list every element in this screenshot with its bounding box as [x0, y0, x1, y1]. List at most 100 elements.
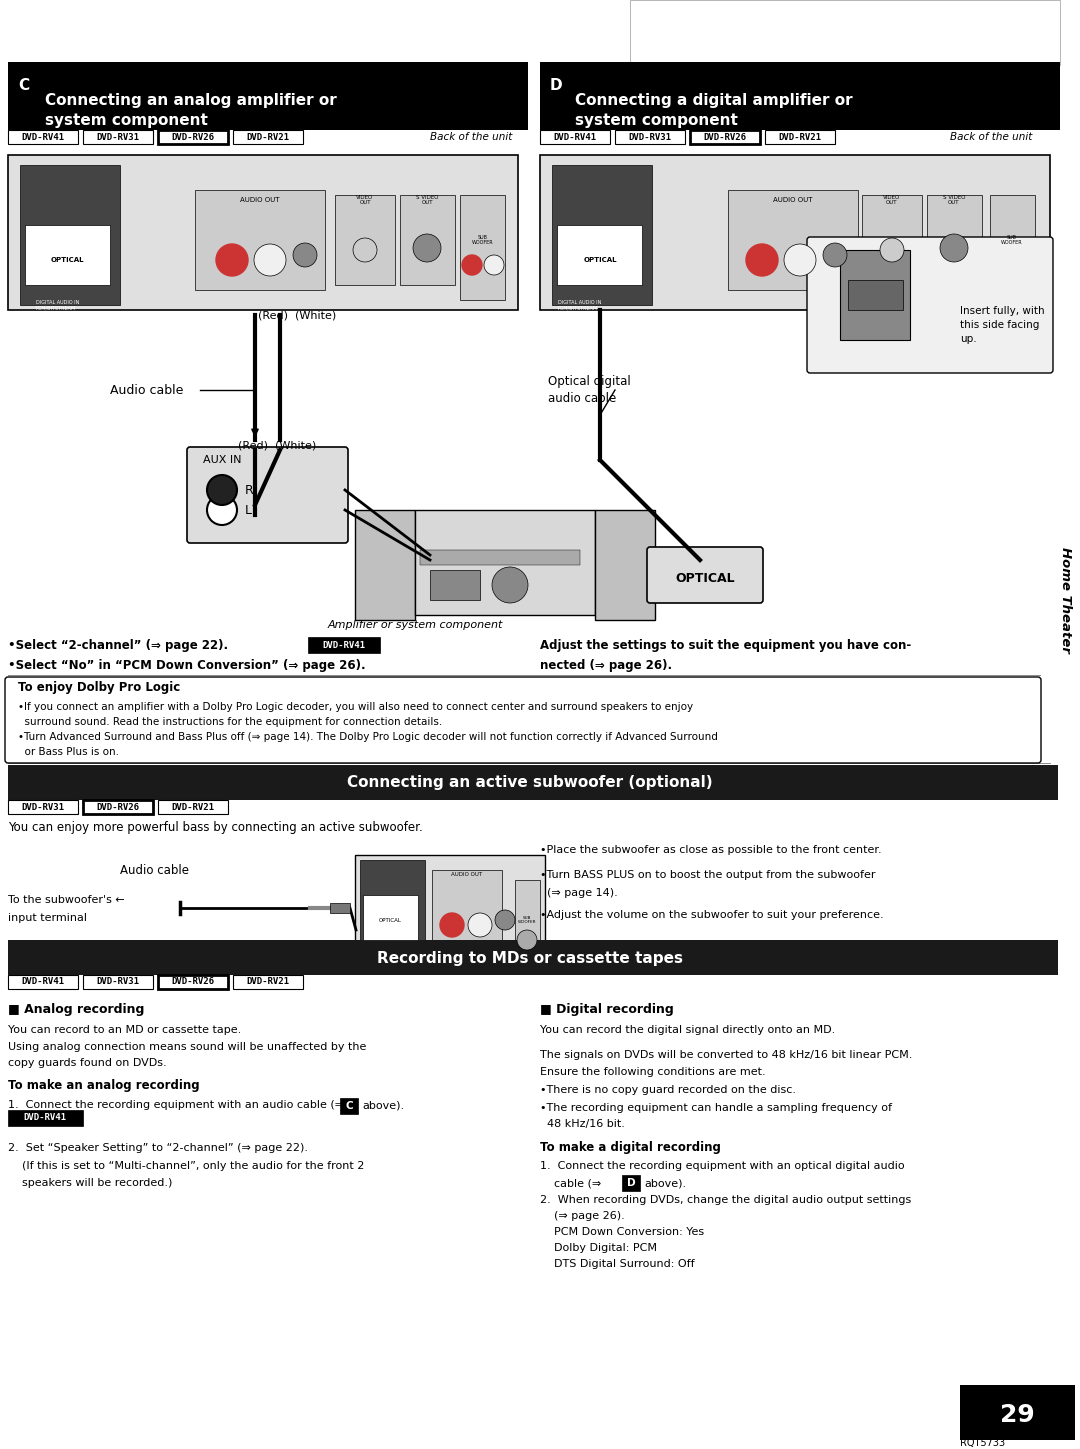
Bar	[330, 903, 350, 913]
Text: (If this is set to “Multi-channel”, only the audio for the front 2: (If this is set to “Multi-channel”, only…	[8, 1161, 364, 1171]
Text: DVD-RV41: DVD-RV41	[323, 640, 365, 649]
Text: PCM Down Conversion: Yes: PCM Down Conversion: Yes	[540, 1227, 704, 1237]
Bar	[25, 225, 110, 285]
Bar	[960, 1385, 1075, 1440]
Circle shape	[784, 243, 816, 275]
Text: cable (⇒: cable (⇒	[540, 1178, 602, 1188]
Circle shape	[940, 233, 968, 262]
Text: Amplifier or system component: Amplifier or system component	[327, 620, 502, 630]
Text: Connecting an active subwoofer (optional): Connecting an active subwoofer (optional…	[347, 775, 713, 791]
Text: DVD-RV41: DVD-RV41	[22, 132, 65, 142]
Text: Dolby Digital: PCM: Dolby Digital: PCM	[540, 1243, 657, 1253]
Text: 2.  When recording DVDs, change the digital audio output settings: 2. When recording DVDs, change the digit…	[540, 1195, 912, 1206]
Text: ■ Analog recording: ■ Analog recording	[8, 1004, 145, 1017]
Text: Ensure the following conditions are met.: Ensure the following conditions are met.	[540, 1066, 766, 1077]
FancyBboxPatch shape	[807, 238, 1053, 372]
Text: (⇒ page 26).: (⇒ page 26).	[540, 1211, 624, 1222]
Text: DIGITAL AUDIO IN: DIGITAL AUDIO IN	[558, 300, 602, 304]
Text: Audio cable: Audio cable	[110, 384, 184, 397]
Text: system component: system component	[45, 113, 207, 128]
Text: 2.  Set “Speaker Setting” to “2-channel” (⇒ page 22).: 2. Set “Speaker Setting” to “2-channel” …	[8, 1143, 308, 1153]
Text: Audio cable: Audio cable	[121, 864, 189, 877]
Text: above).: above).	[362, 1100, 404, 1110]
Text: surround sound. Read the instructions for the equipment for connection details.: surround sound. Read the instructions fo…	[18, 717, 442, 727]
Text: 48 kHz/16 bit.: 48 kHz/16 bit.	[540, 1119, 625, 1129]
Circle shape	[468, 913, 492, 938]
Text: To make a digital recording: To make a digital recording	[540, 1142, 720, 1155]
Text: C: C	[18, 77, 29, 93]
Bar	[540, 155, 1050, 310]
Bar	[615, 130, 685, 143]
Text: You can record the digital signal directly onto an MD.: You can record the digital signal direct…	[540, 1024, 835, 1035]
Bar	[158, 800, 228, 814]
Text: L: L	[245, 503, 252, 516]
Text: •There is no copy guard recorded on the disc.: •There is no copy guard recorded on the …	[540, 1085, 796, 1095]
Text: Insert fully, with
this side facing
up.: Insert fully, with this side facing up.	[960, 306, 1044, 343]
Text: DVD-RV21: DVD-RV21	[246, 132, 289, 142]
Bar	[557, 225, 642, 285]
Bar	[8, 800, 78, 814]
Text: DVD-RV21: DVD-RV21	[172, 803, 215, 811]
Text: RQT5733: RQT5733	[960, 1437, 1005, 1448]
Text: •Select “2-channel” (⇒ page 22).: •Select “2-channel” (⇒ page 22).	[8, 639, 228, 652]
Text: D: D	[626, 1178, 635, 1188]
Text: SUB
WOOFER: SUB WOOFER	[472, 235, 494, 245]
Text: DVD-RV26: DVD-RV26	[96, 803, 139, 811]
Text: system component: system component	[575, 113, 738, 128]
Text: PCM/BITSTREAM: PCM/BITSTREAM	[36, 306, 77, 310]
Text: AUDIO OUT: AUDIO OUT	[773, 197, 813, 203]
Text: VIDEO
OUT: VIDEO OUT	[356, 194, 374, 206]
Bar	[690, 130, 760, 143]
Text: S VIDEO
OUT: S VIDEO OUT	[943, 194, 966, 206]
Circle shape	[823, 243, 847, 267]
Text: AUDIO OUT: AUDIO OUT	[451, 872, 483, 878]
Circle shape	[207, 475, 237, 506]
Circle shape	[746, 243, 778, 275]
Text: DVD-RV41: DVD-RV41	[22, 978, 65, 987]
Bar	[355, 510, 415, 620]
Text: copy guards found on DVDs.: copy guards found on DVDs.	[8, 1058, 166, 1068]
Bar	[990, 196, 1035, 300]
Text: DVD-RV26: DVD-RV26	[172, 978, 215, 987]
Text: DVD-RV31: DVD-RV31	[629, 132, 672, 142]
Text: •Select “No” in “PCM Down Conversion” (⇒ page 26).: •Select “No” in “PCM Down Conversion” (⇒…	[8, 658, 366, 671]
Text: •Place the subwoofer as close as possible to the front center.: •Place the subwoofer as close as possibl…	[540, 845, 881, 855]
Circle shape	[462, 255, 482, 275]
Bar	[630, 0, 1059, 65]
Text: 1.  Connect the recording equipment with an optical digital audio: 1. Connect the recording equipment with …	[540, 1161, 905, 1171]
Circle shape	[293, 243, 318, 267]
Bar	[415, 510, 595, 614]
Text: VIDEO
OUT: VIDEO OUT	[883, 194, 901, 206]
Bar	[8, 1110, 83, 1126]
Text: OPTICAL: OPTICAL	[51, 256, 84, 264]
Text: PCM/BITSTREAM: PCM/BITSTREAM	[558, 306, 598, 310]
Bar	[360, 861, 426, 955]
Bar	[8, 765, 1058, 800]
Text: •Turn BASS PLUS on to boost the output from the subwoofer: •Turn BASS PLUS on to boost the output f…	[540, 869, 876, 880]
Bar	[432, 869, 502, 951]
Text: To the subwoofer's ←: To the subwoofer's ←	[8, 895, 125, 906]
Text: C: C	[346, 1101, 353, 1111]
Text: The signals on DVDs will be converted to 48 kHz/16 bit linear PCM.: The signals on DVDs will be converted to…	[540, 1051, 913, 1061]
Bar	[355, 855, 545, 961]
Text: OPTICAL: OPTICAL	[675, 571, 734, 584]
Text: DVD-RV31: DVD-RV31	[96, 978, 139, 987]
Bar	[83, 800, 153, 814]
Text: Using analog connection means sound will be unaffected by the: Using analog connection means sound will…	[8, 1042, 366, 1052]
Bar	[420, 551, 580, 565]
Circle shape	[254, 243, 286, 275]
Bar	[460, 196, 505, 300]
Text: input terminal: input terminal	[8, 913, 87, 923]
Text: DVD-RV21: DVD-RV21	[246, 978, 289, 987]
FancyBboxPatch shape	[187, 446, 348, 543]
Bar	[233, 975, 303, 990]
Bar	[552, 165, 652, 304]
Text: DTS Digital Surround: Off: DTS Digital Surround: Off	[540, 1259, 694, 1269]
Bar	[21, 165, 120, 304]
Text: SUB
WOOFER: SUB WOOFER	[1001, 235, 1023, 245]
Text: nected (⇒ page 26).: nected (⇒ page 26).	[540, 658, 672, 671]
Bar	[308, 638, 380, 653]
Text: •The recording equipment can handle a sampling frequency of: •The recording equipment can handle a sa…	[540, 1103, 892, 1113]
Bar	[540, 62, 1059, 130]
Text: DVD-RV26: DVD-RV26	[703, 132, 746, 142]
